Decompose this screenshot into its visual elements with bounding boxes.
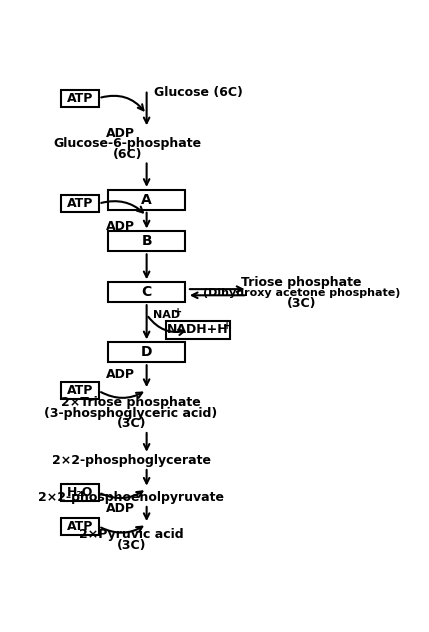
Text: 2×2-phosphoglycerate: 2×2-phosphoglycerate: [51, 454, 211, 467]
Text: Triose phosphate: Triose phosphate: [242, 276, 362, 289]
Text: B: B: [141, 234, 152, 248]
Text: (Dihydroxy acetone phosphate): (Dihydroxy acetone phosphate): [203, 288, 400, 298]
Text: C: C: [142, 285, 152, 299]
Bar: [61, 484, 99, 501]
Text: ATP: ATP: [67, 197, 93, 210]
Text: ATP: ATP: [67, 520, 93, 533]
Text: (3C): (3C): [287, 297, 316, 310]
Bar: [108, 231, 185, 252]
Text: ADP: ADP: [106, 368, 135, 381]
Bar: [108, 190, 185, 210]
Bar: [108, 343, 185, 362]
Bar: [108, 283, 185, 302]
Text: Glucose-6-phosphate: Glucose-6-phosphate: [53, 137, 201, 150]
Text: D: D: [141, 345, 152, 359]
Text: 2×Triose phosphate: 2×Triose phosphate: [61, 396, 201, 409]
Bar: [61, 518, 99, 535]
Bar: [61, 90, 99, 107]
Text: +: +: [174, 307, 182, 317]
Text: ATP: ATP: [67, 384, 93, 398]
Text: ATP: ATP: [67, 92, 93, 105]
Text: ADP: ADP: [106, 127, 135, 140]
Text: (3C): (3C): [116, 539, 146, 552]
Text: NAD: NAD: [153, 310, 180, 320]
Text: 2×Pyruvic acid: 2×Pyruvic acid: [79, 528, 184, 541]
Text: A: A: [141, 193, 152, 207]
Text: (3-phosphoglyceric acid): (3-phosphoglyceric acid): [45, 406, 218, 420]
Bar: [61, 382, 99, 399]
Bar: [61, 195, 99, 212]
Text: 2×2-phosphoenolpyruvate: 2×2-phosphoenolpyruvate: [38, 491, 224, 504]
Text: NADH+H: NADH+H: [167, 324, 229, 336]
Text: (3C): (3C): [116, 417, 146, 430]
Text: ADP: ADP: [106, 502, 135, 515]
Text: +: +: [223, 321, 231, 331]
Bar: [166, 320, 230, 339]
Text: Glucose (6C): Glucose (6C): [154, 87, 243, 99]
Text: ADP: ADP: [106, 221, 135, 233]
Text: H₂O: H₂O: [67, 486, 93, 499]
Text: (6C): (6C): [112, 148, 142, 161]
